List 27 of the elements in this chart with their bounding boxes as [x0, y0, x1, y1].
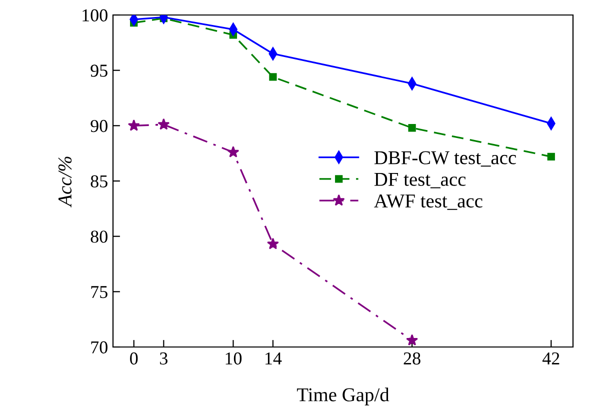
point [406, 334, 418, 346]
y-tick-label: 90 [90, 120, 108, 132]
x-axis-title: Time Gap/d [296, 388, 390, 406]
legend-label: DF test_acc [374, 173, 466, 188]
x-tick-label: 10 [226, 352, 242, 365]
y-axis-title: Acc/% [58, 156, 72, 208]
y-tick-label: 80 [90, 230, 108, 243]
point [408, 124, 416, 132]
y-tick-label: 95 [90, 64, 108, 77]
point [158, 118, 170, 130]
point [266, 238, 279, 250]
x-tick-label: 14 [266, 352, 282, 364]
y-tick-label: 100 [82, 9, 108, 22]
x-tick-label: 42 [542, 352, 560, 364]
legend-label: AWF test_acc [374, 194, 482, 210]
y-tick-label: 70 [91, 341, 108, 354]
point [547, 152, 555, 160]
legend-label: DBF-CW test_acc [374, 151, 516, 167]
y-tick-label: 85 [90, 175, 108, 188]
point [269, 73, 277, 81]
point [227, 146, 240, 158]
y-tick-label: 75 [91, 286, 108, 298]
point [128, 119, 140, 131]
x-tick-label: 28 [404, 352, 420, 365]
x-tick-label: 0 [130, 352, 138, 365]
x-tick-label: 3 [160, 352, 168, 365]
point [130, 15, 138, 26]
